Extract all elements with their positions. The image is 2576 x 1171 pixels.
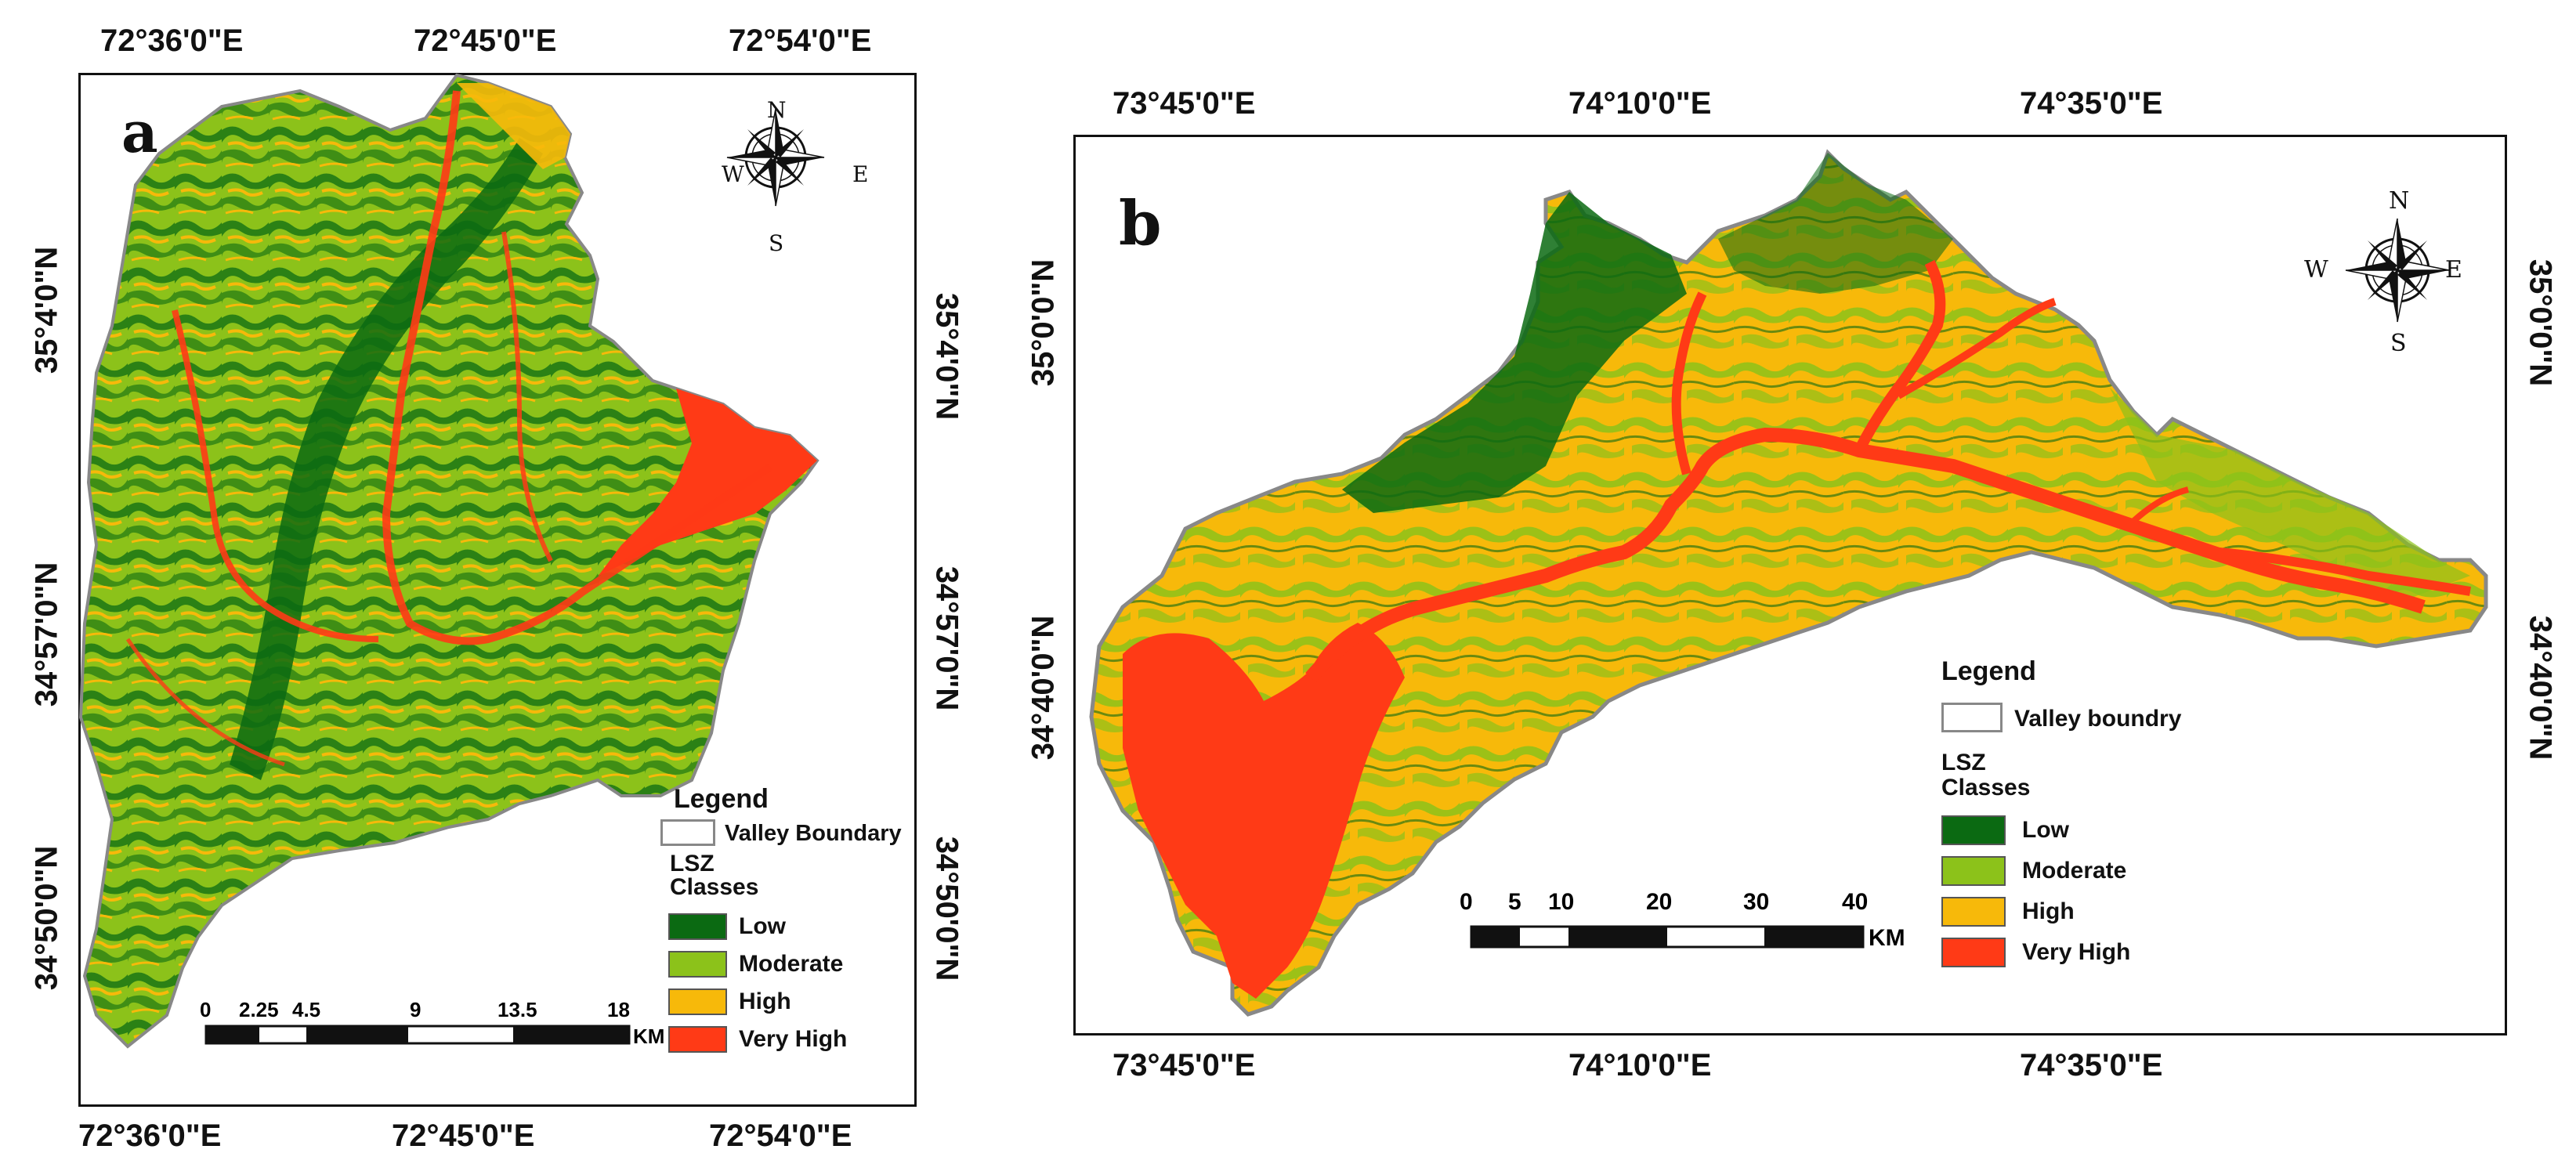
legend-boundary-label-a: Valley Boundary [725,821,902,846]
compass-e-b: E [2445,256,2462,284]
compass-n-a: N [767,97,787,123]
valley-boundary-a [78,73,819,1049]
scale-bar-b [1470,925,1865,949]
low-zone-b2 [1718,153,1953,294]
river-b3 [1854,259,1946,454]
compass-e-a: E [852,161,869,187]
legend-low-swatch-a [668,913,727,940]
coord-top-b-2: 74°35'0"E [2020,86,2163,121]
scale-tick-a-4: 13.5 [497,998,537,1021]
scale-tick-b-2: 10 [1548,889,1575,915]
map-panel-b: b N S W E Legend Valley boundry LSZ Clas… [1073,135,2507,1035]
scale-bar-a [204,1025,631,1045]
river-a4 [125,638,285,767]
legend-very-high-swatch-b [1941,938,2006,967]
scale-tick-b-3: 20 [1646,889,1673,915]
coord-right-b-0: 35°0'0"N [2523,258,2558,387]
legend-moderate-label-b: Moderate [2022,858,2127,884]
coord-top-a-2: 72°54'0"E [729,23,872,58]
coord-left-b-1: 34°40'0"N [1026,615,1061,761]
coord-bottom-b-2: 74°35'0"E [2020,1048,2163,1082]
scale-tick-b-5: 40 [1842,889,1869,915]
legend-boundary-swatch-a [660,819,715,846]
very-high-zone-b [1123,623,1405,999]
panel-letter-a: a [121,99,158,165]
valley-map-b [1089,149,2488,1017]
scale-tick-a-5: 18 [607,998,630,1021]
river-a3 [501,231,553,562]
coord-left-b-0: 35°0'0"N [1026,258,1061,387]
coord-bottom-a-2: 72°54'0"E [709,1119,852,1153]
legend-moderate-label-a: Moderate [739,951,844,977]
coord-right-a-1: 34°57'0"N [929,566,964,711]
panel-letter-b: b [1119,188,1162,259]
compass-w-b: W [2304,256,2328,284]
coord-left-a-0: 35°4'0"N [29,246,64,374]
map-panel-a: a N S W E Legend Valley Boundary LSZ Cla… [78,73,917,1107]
coord-top-b-0: 73°45'0"E [1113,86,1256,121]
compass-rose-a [726,108,825,207]
legend-title-b: Legend [1941,656,2036,686]
legend-high-swatch-b [1941,897,2006,927]
legend-low-swatch-b [1941,815,2006,845]
compass-n-b: N [2389,187,2410,215]
river-a2 [172,309,379,642]
very-high-zone-a [598,389,817,576]
river-b1 [1305,427,2426,682]
river-a1 [382,90,772,645]
legend-high-label-b: High [2022,898,2075,924]
legend-classes-title1-a: LSZ [670,851,715,876]
coord-top-a-0: 72°36'0"E [100,23,244,58]
legend-title-a: Legend [674,784,769,814]
legend-boundary-swatch-b [1941,703,2003,732]
compass-rose-b [2345,218,2450,323]
compass-s-a: S [769,230,784,256]
river-b6 [2123,486,2190,531]
compass-w-a: W [722,161,744,187]
river-b2 [1671,291,1707,475]
legend-very-high-label-a: Very High [739,1026,848,1052]
legend-classes-title2-b: Classes [1941,775,2031,801]
river-b5 [2219,548,2471,596]
coord-right-a-2: 34°50'0"N [929,836,964,981]
legend-very-high-swatch-a [668,1026,727,1053]
coord-left-a-1: 34°57'0"N [29,562,64,707]
coord-left-a-2: 34°50'0"N [29,845,64,991]
coord-right-b-1: 34°40'0"N [2523,615,2558,761]
low-zone-b [1342,192,1687,513]
compass-s-b: S [2390,330,2407,357]
legend-classes-title2-a: Classes [670,874,759,900]
coord-bottom-b-0: 73°45'0"E [1113,1048,1256,1082]
legend-very-high-label-b: Very High [2022,939,2131,965]
low-ridge-a [230,138,543,780]
river-b4 [1896,298,2057,399]
scale-tick-a-0: 0 [200,998,212,1021]
coord-bottom-a-1: 72°45'0"E [392,1119,535,1153]
moderate-zone-b [2110,388,2470,599]
legend-moderate-swatch-b [1941,856,2006,886]
scale-tick-b-1: 5 [1508,889,1521,915]
scale-tick-b-0: 0 [1460,889,1473,915]
scale-tick-a-3: 9 [410,998,421,1021]
legend-moderate-swatch-a [668,951,727,978]
scale-tick-a-2: 4.5 [292,998,321,1021]
scale-tick-b-4: 30 [1743,889,1770,915]
valley-map-a [78,73,819,1049]
scale-unit-a: KM [633,1025,665,1048]
high-band-a [457,83,570,169]
legend-low-label-b: Low [2022,817,2069,843]
coord-bottom-a-0: 72°36'0"E [78,1119,222,1153]
coord-top-b-1: 74°10'0"E [1568,86,1712,121]
coord-right-a-0: 35°4'0"N [929,292,964,421]
legend-high-label-a: High [739,988,791,1014]
legend-low-label-a: Low [739,913,786,939]
coord-top-a-1: 72°45'0"E [414,23,557,58]
scale-unit-b: KM [1869,925,1905,951]
coord-bottom-b-1: 74°10'0"E [1568,1048,1712,1082]
scale-tick-a-1: 2.25 [239,998,279,1021]
legend-boundary-label-b: Valley boundry [2014,706,2182,732]
legend-high-swatch-a [668,988,727,1015]
legend-classes-title1-b: LSZ [1941,750,1986,775]
